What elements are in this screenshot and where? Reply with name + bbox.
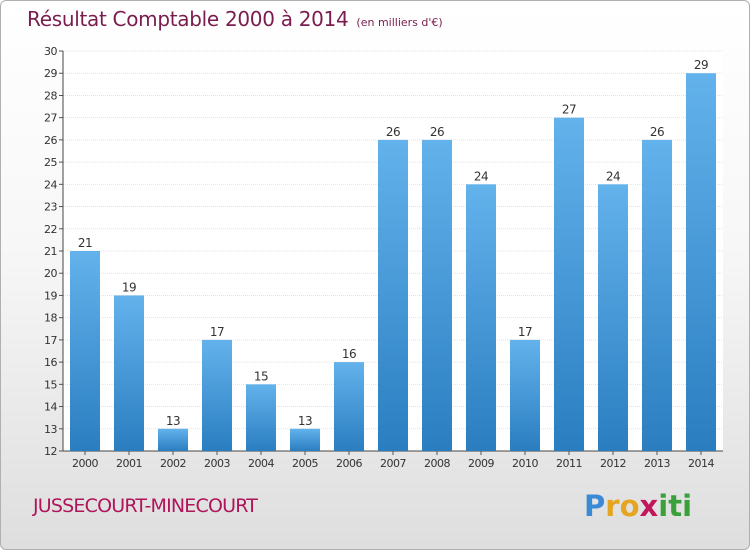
y-tick-label: 28 (44, 89, 57, 102)
data-label: 17 (518, 325, 532, 339)
y-tick-label: 20 (44, 267, 57, 280)
y-tick-label: 22 (44, 223, 57, 236)
data-label: 16 (342, 347, 356, 361)
bar (114, 295, 144, 451)
data-label: 21 (78, 236, 92, 250)
logo-letter: i (682, 489, 693, 523)
logo-letter: i (658, 489, 669, 523)
bar (158, 428, 188, 451)
x-tick-label: 2009 (468, 457, 494, 470)
chart-title-text: Résultat Comptable 2000 à 2014 (27, 7, 349, 31)
bar (554, 117, 584, 452)
y-tick-label: 16 (44, 356, 57, 369)
x-tick-label: 2010 (512, 457, 538, 470)
logo-letter: P (584, 489, 606, 523)
data-label: 13 (298, 414, 312, 428)
data-label: 24 (606, 169, 620, 183)
logo-letter: t (668, 489, 683, 523)
bar (202, 339, 232, 451)
data-label: 26 (386, 125, 400, 139)
logo-letter: o (619, 489, 640, 523)
y-tick-label: 15 (44, 378, 57, 391)
logo-letter: x (639, 489, 659, 523)
chart-unit-label: (en milliers d'€) (356, 16, 443, 29)
y-tick-label: 19 (44, 289, 57, 302)
bar (598, 184, 628, 452)
data-label: 15 (254, 369, 268, 383)
y-tick-label: 21 (44, 245, 57, 258)
bar (686, 73, 716, 451)
x-tick-label: 2014 (688, 457, 714, 470)
bar (334, 362, 364, 451)
y-tick-label: 30 (44, 45, 57, 58)
data-label: 26 (650, 125, 664, 139)
y-tick-label: 29 (44, 67, 57, 80)
x-tick-label: 2003 (204, 457, 230, 470)
y-tick-label: 13 (44, 423, 57, 436)
x-tick-label: 2001 (116, 457, 142, 470)
y-tick-label: 27 (44, 112, 57, 125)
x-tick-label: 2002 (160, 457, 186, 470)
bar (422, 139, 452, 451)
bar (642, 139, 672, 451)
y-tick-label: 26 (44, 134, 57, 147)
logo-letter: r (605, 489, 620, 523)
chart-title: Résultat Comptable 2000 à 2014 (en millie… (27, 7, 443, 31)
proxiti-logo: Proxiti (584, 489, 692, 523)
y-tick-label: 12 (44, 445, 57, 458)
y-tick-label: 18 (44, 312, 57, 325)
x-tick-label: 2007 (380, 457, 406, 470)
data-label: 29 (694, 58, 708, 72)
y-tick-label: 23 (44, 201, 57, 214)
bar (378, 139, 408, 451)
x-tick-label: 2012 (600, 457, 626, 470)
bar (466, 184, 496, 452)
x-tick-label: 2011 (556, 457, 582, 470)
data-label: 24 (474, 169, 488, 183)
bar (246, 384, 276, 451)
x-tick-label: 2013 (644, 457, 670, 470)
x-tick-label: 2005 (292, 457, 318, 470)
bar (510, 339, 540, 451)
x-tick-label: 2000 (72, 457, 98, 470)
y-tick-label: 25 (44, 156, 57, 169)
data-label: 19 (122, 280, 136, 294)
x-tick-label: 2008 (424, 457, 450, 470)
data-label: 17 (210, 325, 224, 339)
bar (70, 251, 100, 451)
data-label: 13 (166, 414, 180, 428)
commune-name: JUSSECOURT-MINECOURT (33, 495, 258, 517)
data-label: 26 (430, 125, 444, 139)
data-label: 27 (562, 103, 576, 117)
y-tick-label: 17 (44, 334, 57, 347)
bar (290, 428, 320, 451)
x-tick-label: 2006 (336, 457, 362, 470)
y-tick-label: 24 (44, 178, 57, 191)
x-tick-label: 2004 (248, 457, 274, 470)
y-tick-label: 14 (44, 401, 57, 414)
